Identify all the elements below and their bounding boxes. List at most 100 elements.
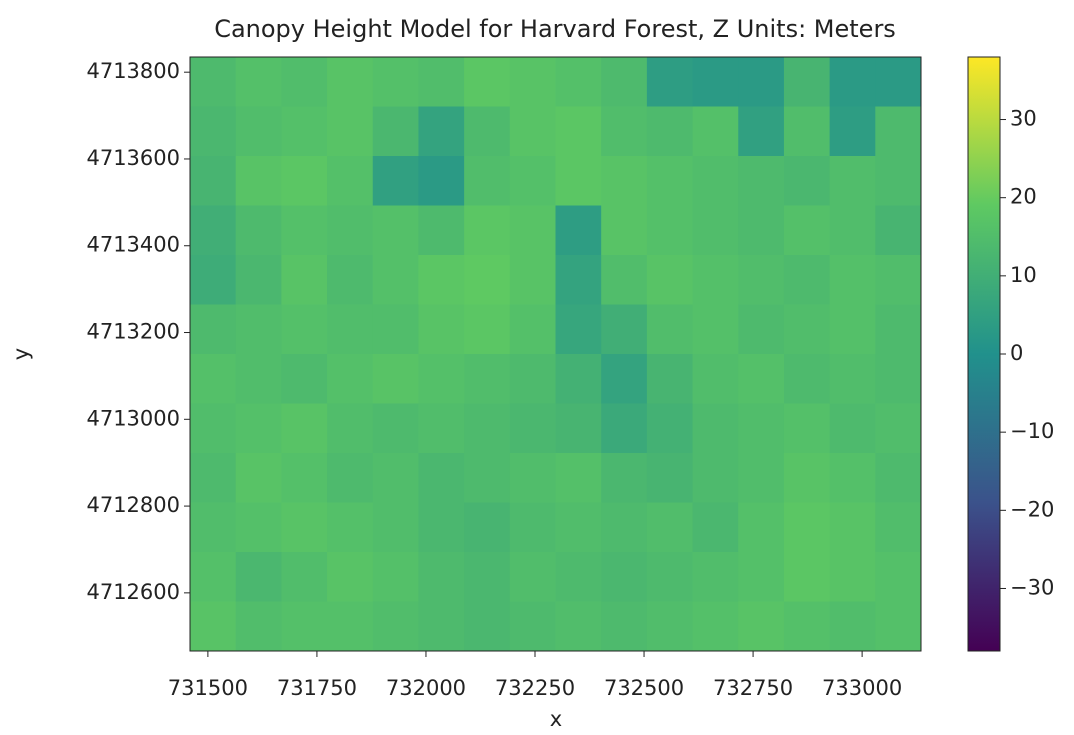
- raster-cell: [281, 107, 327, 157]
- raster-cell: [510, 602, 556, 652]
- raster-cell: [236, 552, 282, 602]
- chart-title: Canopy Height Model for Harvard Forest, …: [214, 15, 896, 43]
- raster-cell: [784, 107, 830, 157]
- raster-cell: [373, 552, 419, 602]
- y-tick-label: 4713200: [86, 320, 180, 344]
- raster-cell: [464, 206, 510, 256]
- raster-cell: [418, 552, 464, 602]
- raster-cell: [281, 602, 327, 652]
- raster-cell: [190, 255, 236, 305]
- raster-cell: [190, 354, 236, 404]
- raster-cell: [693, 57, 739, 107]
- raster-cell: [693, 255, 739, 305]
- y-tick-label: 4712600: [86, 580, 180, 604]
- raster-cell: [738, 453, 784, 503]
- raster-cell: [647, 255, 693, 305]
- raster-cell: [647, 354, 693, 404]
- raster-cell: [647, 404, 693, 454]
- raster-cell: [464, 107, 510, 157]
- raster-cell: [693, 156, 739, 206]
- raster-cell: [190, 602, 236, 652]
- y-tick-label: 4713000: [86, 406, 180, 430]
- colorbar-tick-label: 20: [1010, 185, 1037, 209]
- raster-cell: [693, 107, 739, 157]
- raster-cell: [738, 206, 784, 256]
- raster-cell: [281, 503, 327, 553]
- raster-cell: [464, 156, 510, 206]
- raster-cell: [236, 602, 282, 652]
- raster-cell: [647, 156, 693, 206]
- raster-cell: [556, 305, 602, 355]
- raster-cell: [784, 57, 830, 107]
- x-tick-label: 732250: [495, 676, 575, 700]
- raster-cell: [418, 156, 464, 206]
- raster-cell: [236, 453, 282, 503]
- raster-cell: [875, 156, 921, 206]
- raster-cell: [327, 57, 373, 107]
- raster-cell: [556, 107, 602, 157]
- raster-cell: [601, 404, 647, 454]
- raster-cell: [281, 404, 327, 454]
- raster-cell: [830, 57, 876, 107]
- raster-cell: [190, 107, 236, 157]
- raster-cell: [875, 255, 921, 305]
- raster-cell: [647, 453, 693, 503]
- x-tick-label: 732750: [713, 676, 793, 700]
- raster-cell: [327, 404, 373, 454]
- raster-cell: [693, 206, 739, 256]
- raster-cell: [693, 404, 739, 454]
- raster-cell: [327, 453, 373, 503]
- raster-cell: [875, 602, 921, 652]
- raster-cell: [190, 404, 236, 454]
- raster-cell: [281, 206, 327, 256]
- raster-cell: [601, 453, 647, 503]
- raster-cell: [601, 552, 647, 602]
- raster-cell: [190, 206, 236, 256]
- raster-cell: [647, 206, 693, 256]
- raster-cell: [373, 57, 419, 107]
- raster-cell: [281, 156, 327, 206]
- raster-cell: [601, 354, 647, 404]
- raster-cell: [464, 552, 510, 602]
- colorbar-tick-label: 30: [1010, 107, 1037, 131]
- raster-cell: [510, 255, 556, 305]
- raster-cell: [418, 206, 464, 256]
- raster-cell: [647, 552, 693, 602]
- y-axis-label: y: [9, 348, 33, 360]
- raster-cell: [327, 354, 373, 404]
- raster-cell: [418, 57, 464, 107]
- raster-cell: [190, 305, 236, 355]
- raster-cell: [784, 354, 830, 404]
- raster-cell: [327, 255, 373, 305]
- raster-cell: [556, 404, 602, 454]
- raster-cell: [738, 354, 784, 404]
- raster-cell: [693, 552, 739, 602]
- x-tick-label: 733000: [822, 676, 902, 700]
- y-tick-label: 4713600: [86, 146, 180, 170]
- raster-cell: [601, 503, 647, 553]
- raster-cell: [647, 503, 693, 553]
- raster-cell: [556, 206, 602, 256]
- raster-cell: [236, 503, 282, 553]
- raster-cell: [510, 404, 556, 454]
- raster-cell: [784, 156, 830, 206]
- raster-cell: [190, 156, 236, 206]
- raster-cell: [693, 453, 739, 503]
- raster-cell: [281, 453, 327, 503]
- raster-cell: [281, 354, 327, 404]
- raster-cell: [510, 453, 556, 503]
- raster-cell: [693, 354, 739, 404]
- raster-cell: [510, 57, 556, 107]
- raster-cell: [418, 354, 464, 404]
- raster-cell: [647, 107, 693, 157]
- x-axis-label: x: [550, 707, 562, 731]
- raster-cell: [647, 57, 693, 107]
- raster-cell: [464, 57, 510, 107]
- raster-cell: [875, 503, 921, 553]
- raster-cell: [601, 206, 647, 256]
- raster-cell: [693, 602, 739, 652]
- raster-cell: [464, 305, 510, 355]
- colorbar-tick-label: 10: [1010, 263, 1037, 287]
- raster-cell: [738, 552, 784, 602]
- y-tick-label: 4713400: [86, 233, 180, 257]
